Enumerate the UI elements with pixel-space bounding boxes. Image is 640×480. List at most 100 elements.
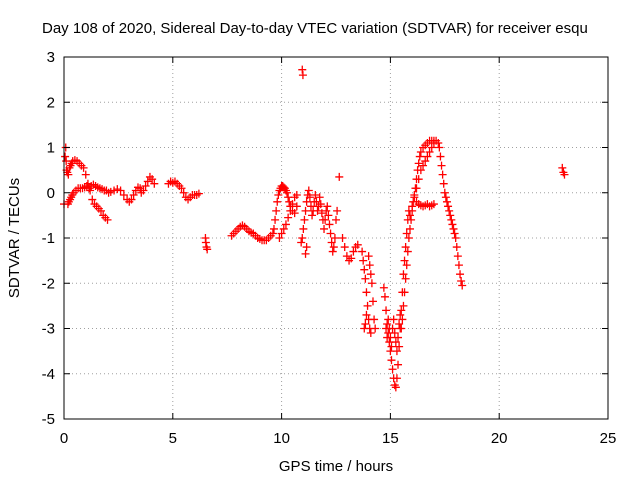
- data-point: [96, 206, 105, 215]
- data-point: [458, 281, 467, 290]
- data-point: [335, 172, 344, 181]
- data-point: [397, 306, 406, 315]
- data-point: [321, 215, 330, 224]
- data-point: [361, 274, 370, 283]
- data-point: [298, 234, 307, 242]
- data-point: [366, 329, 375, 338]
- data-point: [320, 224, 329, 233]
- chart-title: Day 108 of 2020, Sidereal Day-to-day VTE…: [42, 20, 588, 37]
- data-point: [394, 360, 403, 369]
- data-point: [361, 319, 370, 328]
- data-point: [416, 166, 425, 175]
- data-point: [391, 338, 400, 347]
- data-point: [297, 238, 306, 247]
- data-point: [292, 202, 301, 211]
- data-point: [366, 270, 375, 279]
- data-point: [398, 315, 407, 324]
- data-point: [450, 229, 459, 238]
- data-point: [370, 315, 379, 324]
- data-point: [400, 288, 409, 297]
- data-point: [203, 245, 212, 254]
- data-point: [423, 152, 432, 161]
- data-point: [201, 238, 210, 247]
- data-point: [436, 152, 445, 161]
- data-point: [298, 65, 307, 74]
- data-point: [324, 211, 333, 220]
- data-point: [429, 200, 438, 209]
- y-tick-label: 1: [47, 140, 55, 157]
- data-point: [437, 161, 446, 170]
- data-point: [317, 209, 326, 218]
- data-point: [277, 229, 286, 238]
- data-point: [150, 179, 159, 188]
- data-point: [362, 310, 371, 319]
- y-tick-label: 0: [47, 185, 55, 202]
- data-point: [390, 329, 399, 338]
- data-point: [86, 186, 95, 195]
- data-point: [330, 234, 339, 242]
- data-point: [177, 184, 186, 193]
- data-point: [299, 224, 308, 233]
- data-point: [64, 170, 73, 179]
- x-tick-label: 0: [60, 430, 68, 447]
- data-point: [275, 234, 284, 242]
- data-point: [440, 188, 449, 197]
- data-point: [453, 252, 462, 261]
- data-point: [322, 206, 331, 215]
- data-point: [414, 175, 423, 184]
- data-point: [379, 283, 388, 292]
- data-point: [560, 170, 569, 179]
- data-point: [402, 229, 411, 238]
- data-point: [442, 197, 451, 206]
- data-point: [365, 261, 374, 270]
- data-point: [412, 184, 421, 193]
- x-axis-ticks: 0 5 10 15 20 25: [60, 57, 616, 447]
- data-point: [438, 170, 447, 179]
- data-point: [61, 152, 70, 161]
- data-point: [448, 220, 457, 229]
- data-point: [419, 161, 428, 170]
- data-point: [290, 209, 299, 218]
- data-point: [391, 383, 400, 392]
- data-point: [399, 301, 408, 310]
- data-point: [394, 333, 403, 342]
- data-point: [301, 206, 310, 215]
- data-point: [449, 224, 458, 233]
- data-point: [399, 270, 408, 279]
- data-point: [119, 191, 128, 200]
- data-point: [298, 71, 307, 80]
- data-point: [312, 197, 321, 206]
- data-point: [269, 224, 278, 233]
- y-tick-label: -3: [42, 321, 55, 338]
- data-point: [311, 191, 320, 200]
- data-point: [454, 261, 463, 270]
- data-point: [402, 261, 411, 270]
- data-point: [179, 188, 188, 197]
- data-point: [410, 193, 419, 202]
- data-point: [368, 297, 377, 306]
- data-point: [273, 197, 282, 206]
- data-point: [392, 374, 401, 383]
- data-point: [444, 202, 453, 211]
- data-point: [302, 243, 311, 252]
- data-point: [279, 224, 288, 233]
- data-point: [315, 193, 324, 202]
- data-point: [283, 188, 292, 197]
- data-point: [306, 202, 315, 211]
- data-point: [333, 206, 342, 215]
- y-tick-label: -4: [42, 366, 55, 383]
- data-point: [445, 206, 454, 215]
- data-point: [305, 193, 314, 202]
- data-point: [272, 206, 281, 215]
- data-point: [456, 270, 465, 279]
- data-point: [139, 186, 148, 195]
- data-point: [364, 252, 373, 261]
- data-point: [441, 193, 450, 202]
- data-point: [81, 170, 90, 179]
- data-point: [328, 247, 337, 256]
- data-point: [129, 191, 138, 200]
- data-point: [284, 213, 293, 222]
- x-tick-label: 20: [491, 430, 508, 447]
- data-point: [383, 319, 392, 328]
- data-point: [79, 163, 88, 172]
